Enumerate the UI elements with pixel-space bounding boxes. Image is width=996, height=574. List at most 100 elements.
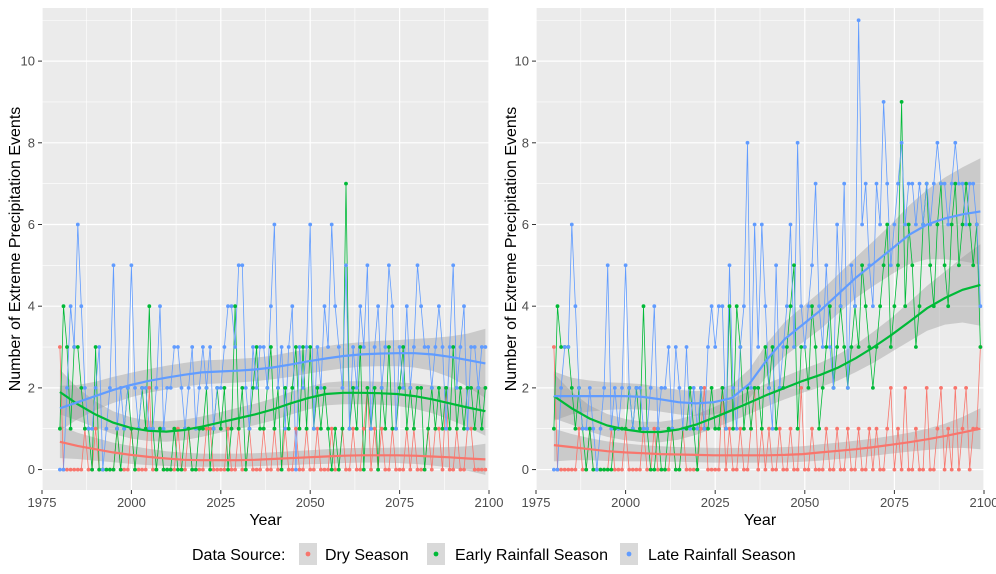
data-point xyxy=(211,426,216,431)
data-point xyxy=(476,467,481,472)
data-point xyxy=(329,426,334,431)
data-point xyxy=(591,467,596,472)
data-point xyxy=(283,426,288,431)
data-point xyxy=(953,140,958,145)
data-point xyxy=(236,263,241,268)
data-point xyxy=(673,467,678,472)
data-point xyxy=(86,426,91,431)
data-point xyxy=(397,345,402,349)
data-point xyxy=(379,386,384,390)
data-point xyxy=(286,426,291,431)
data-point xyxy=(143,386,148,390)
data-point xyxy=(351,386,355,390)
data-point xyxy=(229,467,234,472)
data-point xyxy=(949,222,954,227)
data-point xyxy=(251,345,255,349)
data-point xyxy=(656,426,660,431)
data-point xyxy=(892,467,897,472)
data-point xyxy=(354,426,359,431)
data-point xyxy=(333,467,338,472)
y-tick-label: 0 xyxy=(522,462,529,477)
data-point xyxy=(125,467,130,472)
data-point xyxy=(734,426,739,431)
data-point xyxy=(179,386,184,390)
data-point xyxy=(93,345,98,349)
data-point xyxy=(892,304,897,309)
data-point xyxy=(454,386,459,390)
data-point xyxy=(860,222,864,227)
x-tick-label: 2100 xyxy=(970,495,996,510)
data-point xyxy=(716,304,721,309)
data-point xyxy=(917,467,922,472)
data-point xyxy=(183,467,187,472)
data-point xyxy=(168,467,173,472)
data-point xyxy=(709,304,714,309)
data-point xyxy=(749,426,753,431)
data-point xyxy=(86,467,91,472)
data-point xyxy=(297,426,302,431)
data-point xyxy=(788,426,793,431)
data-point xyxy=(294,467,298,472)
legend-label-early-rainfall-season: Early Rainfall Season xyxy=(455,547,608,564)
data-point xyxy=(140,467,145,472)
data-point xyxy=(896,426,900,431)
data-point xyxy=(351,426,355,431)
data-point xyxy=(820,386,825,390)
data-point xyxy=(176,345,180,349)
data-point xyxy=(208,345,213,349)
data-point xyxy=(559,386,563,390)
data-point xyxy=(193,467,198,472)
data-point xyxy=(172,426,177,431)
data-point xyxy=(451,467,456,472)
data-point xyxy=(58,467,62,472)
data-point xyxy=(566,345,571,349)
data-point xyxy=(401,467,406,472)
data-point xyxy=(695,467,700,472)
data-point xyxy=(419,386,423,390)
data-point xyxy=(562,345,567,349)
data-point xyxy=(258,345,262,349)
data-point xyxy=(863,304,868,309)
data-point xyxy=(419,467,423,472)
data-point xyxy=(419,304,423,309)
data-point xyxy=(111,263,116,268)
data-point xyxy=(115,426,119,431)
data-point xyxy=(397,386,402,390)
data-point xyxy=(828,345,832,349)
x-tick-label: 2000 xyxy=(611,495,640,510)
data-point xyxy=(813,181,818,186)
data-point xyxy=(896,263,900,268)
data-point xyxy=(447,426,452,431)
data-point xyxy=(201,467,205,472)
data-point xyxy=(695,426,700,431)
data-point xyxy=(978,345,983,349)
data-point xyxy=(828,304,832,309)
data-point xyxy=(706,345,710,349)
data-point xyxy=(272,426,277,431)
data-point xyxy=(713,426,718,431)
data-point xyxy=(881,263,886,268)
data-point xyxy=(831,467,836,472)
data-point xyxy=(447,345,452,349)
data-point xyxy=(397,467,402,472)
data-point xyxy=(763,345,768,349)
data-point xyxy=(960,181,965,186)
data-point xyxy=(659,386,664,390)
data-point xyxy=(365,386,370,390)
data-point xyxy=(304,345,309,349)
data-point xyxy=(258,426,262,431)
data-point xyxy=(612,467,617,472)
data-point xyxy=(93,426,98,431)
panel-left-line-dry-season xyxy=(59,346,486,471)
data-point xyxy=(817,467,821,472)
data-point xyxy=(838,467,843,472)
data-point xyxy=(401,386,406,390)
data-point xyxy=(319,426,323,431)
data-point xyxy=(860,263,864,268)
data-point xyxy=(243,467,248,472)
data-point xyxy=(269,304,273,309)
data-point xyxy=(971,263,976,268)
data-point xyxy=(820,345,825,349)
data-point xyxy=(301,467,305,472)
data-point xyxy=(584,467,589,472)
